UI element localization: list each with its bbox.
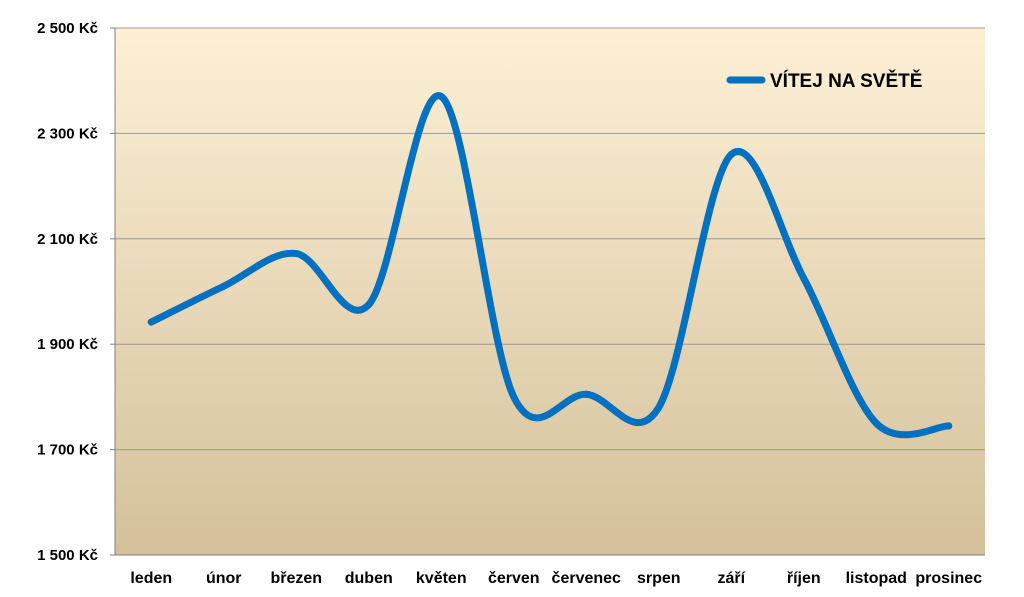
data-point <box>800 274 808 282</box>
data-point <box>510 393 518 401</box>
data-point <box>872 419 880 427</box>
x-tick-label: leden <box>130 570 172 587</box>
y-axis: 1 500 Kč 1 700 Kč 1 900 Kč 2 100 Kč 2 300 Kč… <box>37 20 116 564</box>
legend: VÍTEJ NA SVĚTĚ <box>726 70 922 92</box>
data-point <box>727 150 735 158</box>
data-point <box>292 250 300 258</box>
x-tick-label: prosinec <box>915 570 982 587</box>
x-tick-label: srpen <box>637 570 681 587</box>
y-tick-label: 1 500 Kč <box>37 547 98 564</box>
plot-area <box>115 28 985 555</box>
data-point <box>655 403 663 411</box>
x-tick-label: říjen <box>787 570 821 587</box>
y-tick-label: 2 500 Kč <box>37 20 98 37</box>
series-layer <box>147 92 953 439</box>
x-tick-label: březen <box>270 570 322 587</box>
x-tick-label: květen <box>416 570 467 587</box>
x-tick-label: září <box>717 570 745 587</box>
x-axis: leden únor březen duben květen červen červenec… <box>115 554 985 587</box>
x-tick-label: červen <box>488 570 540 587</box>
x-tick-label: duben <box>345 570 393 587</box>
x-tick-label: únor <box>206 570 242 587</box>
x-tick-label: červenec <box>552 570 621 587</box>
data-point <box>220 282 228 290</box>
legend-label: VÍTEJ NA SVĚTĚ <box>770 70 922 92</box>
data-point <box>365 301 373 309</box>
y-tick-label: 1 700 Kč <box>37 442 98 459</box>
data-point <box>945 422 953 430</box>
y-tick-label: 1 900 Kč <box>37 336 98 353</box>
data-point <box>147 318 155 326</box>
y-tick-label: 2 300 Kč <box>37 125 98 142</box>
data-point <box>582 390 590 398</box>
gridlines <box>115 27 985 451</box>
y-tick-label: 2 100 Kč <box>37 231 98 248</box>
x-tick-label: listopad <box>846 570 907 587</box>
data-point <box>437 93 445 101</box>
